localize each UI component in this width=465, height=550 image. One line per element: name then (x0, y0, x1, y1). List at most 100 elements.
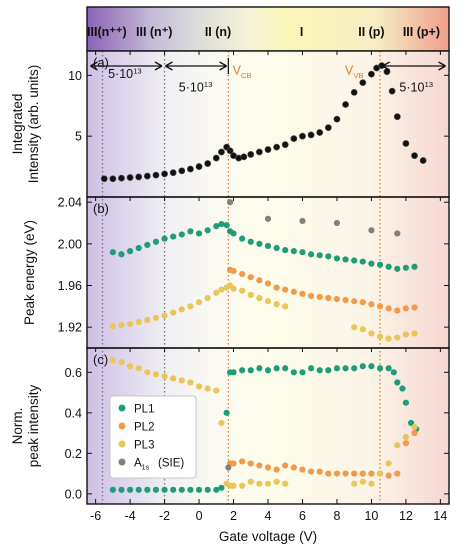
point-0-29 (342, 365, 349, 372)
point-0-18 (247, 238, 254, 245)
point-0-3 (126, 174, 134, 181)
point-0-29 (342, 256, 349, 263)
point-0-5 (143, 172, 151, 180)
point-2-18 (247, 291, 254, 298)
point-3-5 (394, 230, 401, 237)
point-0-31 (342, 101, 349, 108)
point-0-16 (230, 230, 237, 237)
point-0-38 (402, 399, 410, 406)
point-0-37 (411, 263, 418, 270)
point-0-22 (264, 146, 272, 153)
ylabel-line-0: Integrated (10, 94, 25, 155)
point-0-26 (316, 367, 323, 374)
point-1-22 (411, 304, 418, 311)
point-0-21 (273, 244, 280, 252)
point-2-8 (178, 306, 185, 313)
annotation-1-main: 5·10 (179, 81, 204, 95)
legend-label-a1s: A1s (134, 458, 150, 472)
legend-label-a1s-main: A (134, 458, 142, 470)
point-1-4 (256, 462, 263, 469)
x-axis: -6 -4 -2 0 2 4 6 8 10 12 14 Gate voltage (V) (90, 51, 447, 544)
ytick-label-0: 5 (75, 130, 82, 144)
point-0-18 (247, 367, 254, 374)
series-0 (100, 62, 427, 183)
ylabel-line-1: peak intensity (26, 384, 41, 467)
legend-label-0: PL1 (134, 404, 154, 416)
point-2-30 (411, 423, 418, 431)
point-0-8 (178, 486, 185, 493)
ytick-label-0: 0.0 (65, 487, 82, 501)
point-2-16 (230, 482, 237, 489)
region-labels: III(n⁺⁺) III (n⁺) II (n) I II (p) III (p+) (87, 25, 440, 39)
legend-box (109, 395, 197, 479)
xtick-label-4: 2 (230, 509, 237, 523)
point-0-32 (368, 260, 375, 267)
point-0-32 (368, 363, 375, 370)
point-2-0 (109, 357, 116, 364)
series-1 (226, 429, 418, 479)
point-2-1 (118, 321, 125, 329)
point-1-10 (307, 292, 315, 300)
point-1-15 (351, 470, 358, 477)
point-2-9 (187, 303, 194, 310)
point-0-28 (333, 255, 341, 262)
series-0 (109, 363, 420, 493)
point-3-0 (225, 464, 232, 471)
point-3-3 (333, 219, 341, 227)
annotation-3: VCB (233, 63, 252, 80)
ytick-label-0: 1.92 (58, 321, 82, 335)
series-3 (225, 464, 232, 471)
point-0-10 (187, 165, 194, 173)
point-0-6 (161, 486, 168, 493)
legend-label-a1s-sub: 1s (142, 464, 150, 472)
point-2-13 (218, 286, 225, 293)
region-label-5: III (p+) (403, 25, 440, 39)
point-0-20 (247, 151, 255, 158)
point-2-18 (247, 478, 254, 485)
xtick-label-9: 12 (399, 509, 413, 523)
point-3-2 (299, 217, 306, 225)
region-bar (86, 6, 450, 52)
arrow-2-head-left (165, 61, 173, 71)
ylabel-line-0: Peak energy (eV) (22, 220, 37, 325)
point-0-7 (170, 233, 177, 240)
legend-marker-3 (118, 458, 126, 466)
point-0-6 (152, 171, 160, 179)
point-0-36 (402, 264, 410, 271)
arrow-1-head-left (90, 61, 98, 71)
point-0-34 (368, 70, 375, 78)
point-0-26 (316, 252, 323, 259)
point-0-34 (385, 263, 392, 270)
legend-marker-1 (118, 422, 126, 430)
ytick-label-2: 2.00 (58, 237, 82, 251)
point-2-12 (213, 289, 220, 296)
point-2-30 (411, 330, 418, 337)
point-0-24 (281, 141, 289, 149)
legend-label-sie: (SIE) (158, 458, 184, 470)
point-2-2 (126, 320, 134, 328)
point-2-17 (239, 287, 246, 294)
point-0-30 (351, 257, 358, 264)
point-0-27 (325, 253, 332, 260)
point-1-13 (333, 295, 341, 303)
point-1-13 (333, 470, 341, 477)
point-0-12 (213, 223, 220, 230)
point-1-8 (290, 288, 297, 295)
annotation-4: VVB (345, 63, 364, 80)
point-2-22 (282, 480, 289, 487)
ytick-label-1: 0.2 (65, 447, 82, 461)
xtick-label-7: 8 (333, 509, 340, 523)
point-0-4 (144, 241, 151, 249)
annotation-4-sub: VB (353, 71, 363, 80)
point-2-7 (170, 375, 177, 382)
point-2-22 (282, 303, 289, 310)
point-0-25 (307, 365, 315, 372)
panel-label: (b) (93, 201, 109, 216)
point-0-22 (282, 247, 289, 254)
point-0-13 (218, 484, 225, 491)
point-1-12 (325, 470, 332, 477)
point-1-9 (299, 466, 306, 473)
point-0-33 (376, 261, 384, 268)
